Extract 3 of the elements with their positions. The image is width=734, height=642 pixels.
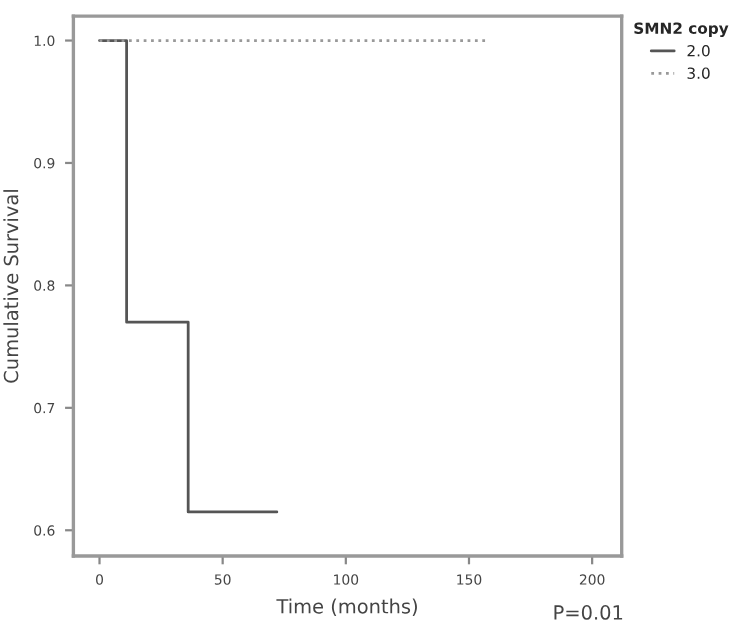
x-axis-title: Time (months)	[276, 598, 417, 616]
y-axis-title: Cumulative Survival	[3, 190, 19, 383]
text: P=0.01	[554, 605, 623, 620]
